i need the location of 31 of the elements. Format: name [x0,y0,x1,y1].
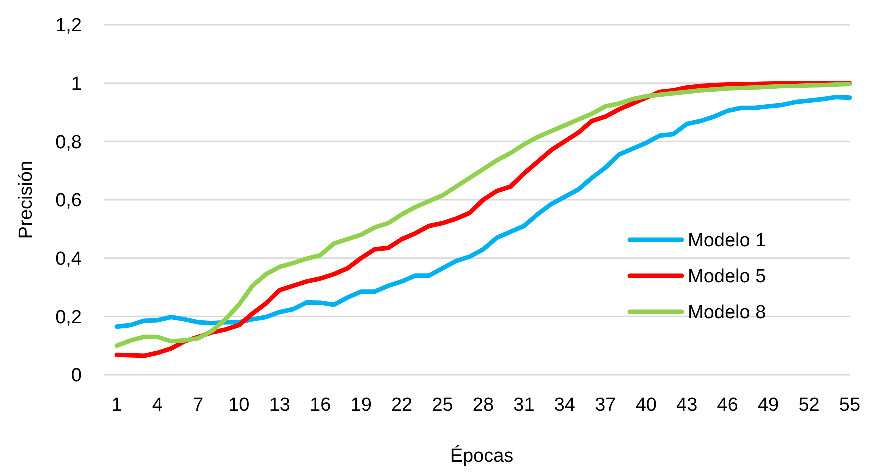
y-tick-label: 0,8 [56,132,82,154]
y-axis-title: Precisión [16,160,37,240]
legend-label: Modelo 1 [688,230,766,252]
y-tick-label: 0,2 [56,307,82,328]
y-tick-label: 1,2 [56,16,82,37]
x-tick-label: 37 [595,395,616,416]
x-tick-label: 7 [193,395,204,416]
y-tick-label: 0 [71,366,82,387]
x-axis-title: Épocas [450,445,514,467]
y-tick-label: 1 [71,74,82,95]
x-tick-label: 34 [554,395,576,416]
x-tick-label: 43 [676,395,698,416]
x-tick-label: 4 [152,395,164,416]
x-tick-label: 40 [636,395,657,416]
x-tick-label: 22 [391,395,413,416]
legend-label: Modelo 5 [688,266,766,288]
y-tick-label: 0,6 [56,190,82,212]
x-tick-label: 49 [758,395,780,416]
x-tick-label: 1 [112,395,122,416]
x-tick-label: 10 [228,395,250,416]
x-tick-label: 31 [514,395,535,416]
x-tick-label: 25 [432,395,454,416]
x-tick-label: 19 [350,395,372,416]
x-tick-label: 28 [472,395,494,416]
legend-label: Modelo 8 [688,302,766,324]
x-tick-label: 16 [310,395,332,416]
x-tick-label: 13 [269,395,290,416]
x-tick-label: 55 [839,395,861,416]
y-tick-label: 0,4 [56,248,82,270]
x-tick-label: 52 [798,395,820,416]
x-tick-label: 46 [717,395,738,416]
